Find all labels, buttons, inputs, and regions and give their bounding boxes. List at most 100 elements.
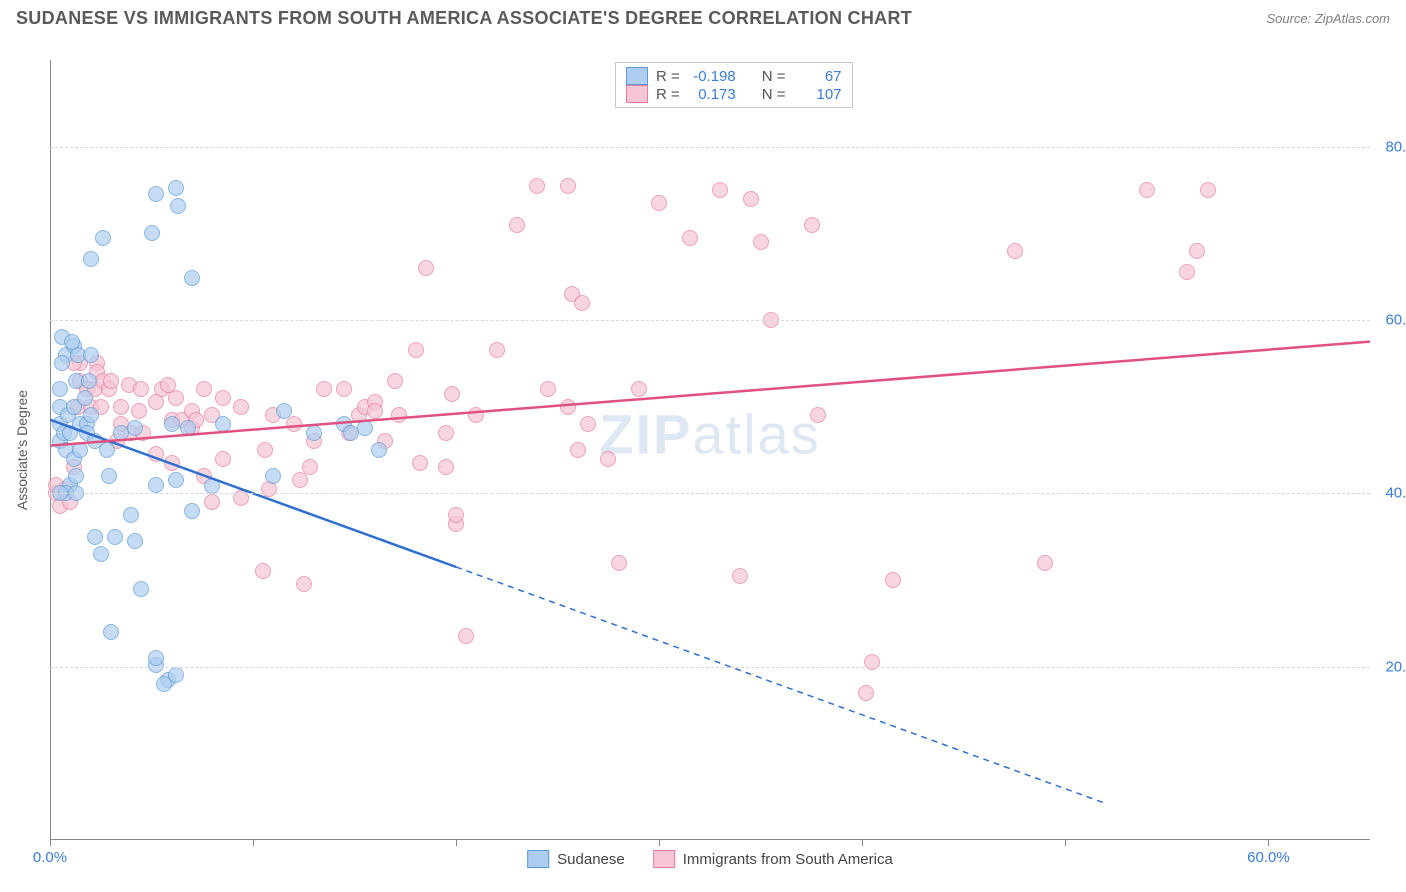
sudanese-marker <box>77 390 93 406</box>
sudanese-marker <box>184 503 200 519</box>
immigrants_sa-marker <box>215 390 231 406</box>
immigrants_sa-marker <box>468 407 484 423</box>
immigrants_sa-marker <box>560 399 576 415</box>
y-tick-label: 20.0% <box>1385 658 1406 675</box>
immigrants_sa-marker <box>1200 182 1216 198</box>
x-tick <box>1268 840 1269 846</box>
sudanese-marker <box>54 355 70 371</box>
immigrants_sa-marker <box>316 381 332 397</box>
legend-item-sudanese: Sudanese <box>527 850 625 868</box>
immigrants_sa-marker <box>292 472 308 488</box>
immigrants_sa-marker <box>458 628 474 644</box>
immigrants_sa-marker <box>631 381 647 397</box>
sudanese-marker <box>144 225 160 241</box>
immigrants_sa-marker <box>1007 243 1023 259</box>
sudanese-marker <box>180 420 196 436</box>
immigrants_sa-marker <box>336 381 352 397</box>
immigrants_sa-marker <box>732 568 748 584</box>
sudanese-marker <box>204 478 220 494</box>
sudanese-swatch <box>527 850 549 868</box>
grid-line <box>50 147 1370 148</box>
n-label: N = <box>762 86 786 103</box>
sudanese-marker <box>148 477 164 493</box>
immigrants-label: Immigrants from South America <box>683 851 893 868</box>
immigrants_sa-marker <box>651 195 667 211</box>
immigrants_sa-marker <box>148 446 164 462</box>
immigrants_sa-marker <box>444 386 460 402</box>
source-attribution: Source: ZipAtlas.com <box>1266 11 1390 26</box>
sudanese-marker <box>265 468 281 484</box>
grid-line <box>50 493 1370 494</box>
x-tick-label: 0.0% <box>33 849 67 866</box>
y-tick-label: 60.0% <box>1385 312 1406 329</box>
sudanese-marker <box>148 650 164 666</box>
sudanese-marker <box>127 420 143 436</box>
immigrants_sa-marker <box>810 407 826 423</box>
sudanese-marker <box>148 186 164 202</box>
sudanese-marker <box>87 529 103 545</box>
immigrants_sa-marker <box>1139 182 1155 198</box>
sudanese-marker <box>168 472 184 488</box>
chart-title: SUDANESE VS IMMIGRANTS FROM SOUTH AMERIC… <box>16 8 912 29</box>
immigrants_sa-marker <box>438 459 454 475</box>
immigrants_sa-marker <box>448 507 464 523</box>
immigrants_sa-marker <box>600 451 616 467</box>
sudanese-marker <box>127 533 143 549</box>
r-label: R = <box>656 86 680 103</box>
immigrants_sa-marker <box>133 381 149 397</box>
immigrants_sa-marker <box>574 295 590 311</box>
immigrants_sa-marker <box>438 425 454 441</box>
immigrants_sa-marker <box>367 403 383 419</box>
immigrants_sa-marker <box>215 451 231 467</box>
x-tick <box>659 840 660 846</box>
sudanese-marker <box>168 667 184 683</box>
legend-row-sudanese: R = -0.198 N = 67 <box>626 67 842 85</box>
sudanese-marker <box>95 230 111 246</box>
grid-line <box>50 320 1370 321</box>
immigrants_sa-marker <box>743 191 759 207</box>
plot-area: ZIPatlas R = -0.198 N = 67 R = 0.173 N =… <box>50 60 1370 840</box>
immigrants_sa-marker <box>570 442 586 458</box>
sudanese-label: Sudanese <box>557 851 625 868</box>
legend-item-immigrants: Immigrants from South America <box>653 850 893 868</box>
n-label: N = <box>762 68 786 85</box>
immigrants_sa-marker <box>611 555 627 571</box>
immigrants_sa-marker <box>103 373 119 389</box>
immigrants_sa-marker <box>131 403 147 419</box>
immigrants_sa-marker <box>540 381 556 397</box>
sudanese-marker <box>215 416 231 432</box>
r-label: R = <box>656 68 680 85</box>
immigrants_sa-marker <box>286 416 302 432</box>
immigrants_sa-marker <box>257 442 273 458</box>
immigrants_sa-marker <box>858 685 874 701</box>
immigrants_sa-marker <box>164 455 180 471</box>
sudanese-marker <box>103 624 119 640</box>
x-tick <box>1065 840 1066 846</box>
sudanese-marker <box>133 581 149 597</box>
x-tick-label: 60.0% <box>1247 849 1290 866</box>
immigrants_sa-marker <box>113 399 129 415</box>
sudanese-marker <box>99 442 115 458</box>
sudanese-marker <box>123 507 139 523</box>
sudanese-marker <box>107 529 123 545</box>
y-tick-label: 80.0% <box>1385 138 1406 155</box>
immigrants-swatch <box>626 85 648 103</box>
x-axis-line <box>50 839 1370 840</box>
x-tick <box>456 840 457 846</box>
immigrants_sa-marker <box>1037 555 1053 571</box>
immigrants_sa-marker <box>753 234 769 250</box>
chart-area: Associate's Degree ZIPatlas R = -0.198 N… <box>50 60 1370 840</box>
x-tick <box>50 840 51 846</box>
immigrants_sa-marker <box>804 217 820 233</box>
immigrants_sa-marker <box>233 490 249 506</box>
sudanese-marker <box>64 334 80 350</box>
sudanese-marker <box>83 407 99 423</box>
immigrants_sa-marker <box>885 572 901 588</box>
sudanese-marker <box>52 381 68 397</box>
sudanese-marker <box>83 251 99 267</box>
immigrants-swatch <box>653 850 675 868</box>
immigrants_sa-marker <box>391 407 407 423</box>
sudanese-marker <box>184 270 200 286</box>
immigrants_sa-marker <box>580 416 596 432</box>
immigrants_sa-marker <box>302 459 318 475</box>
